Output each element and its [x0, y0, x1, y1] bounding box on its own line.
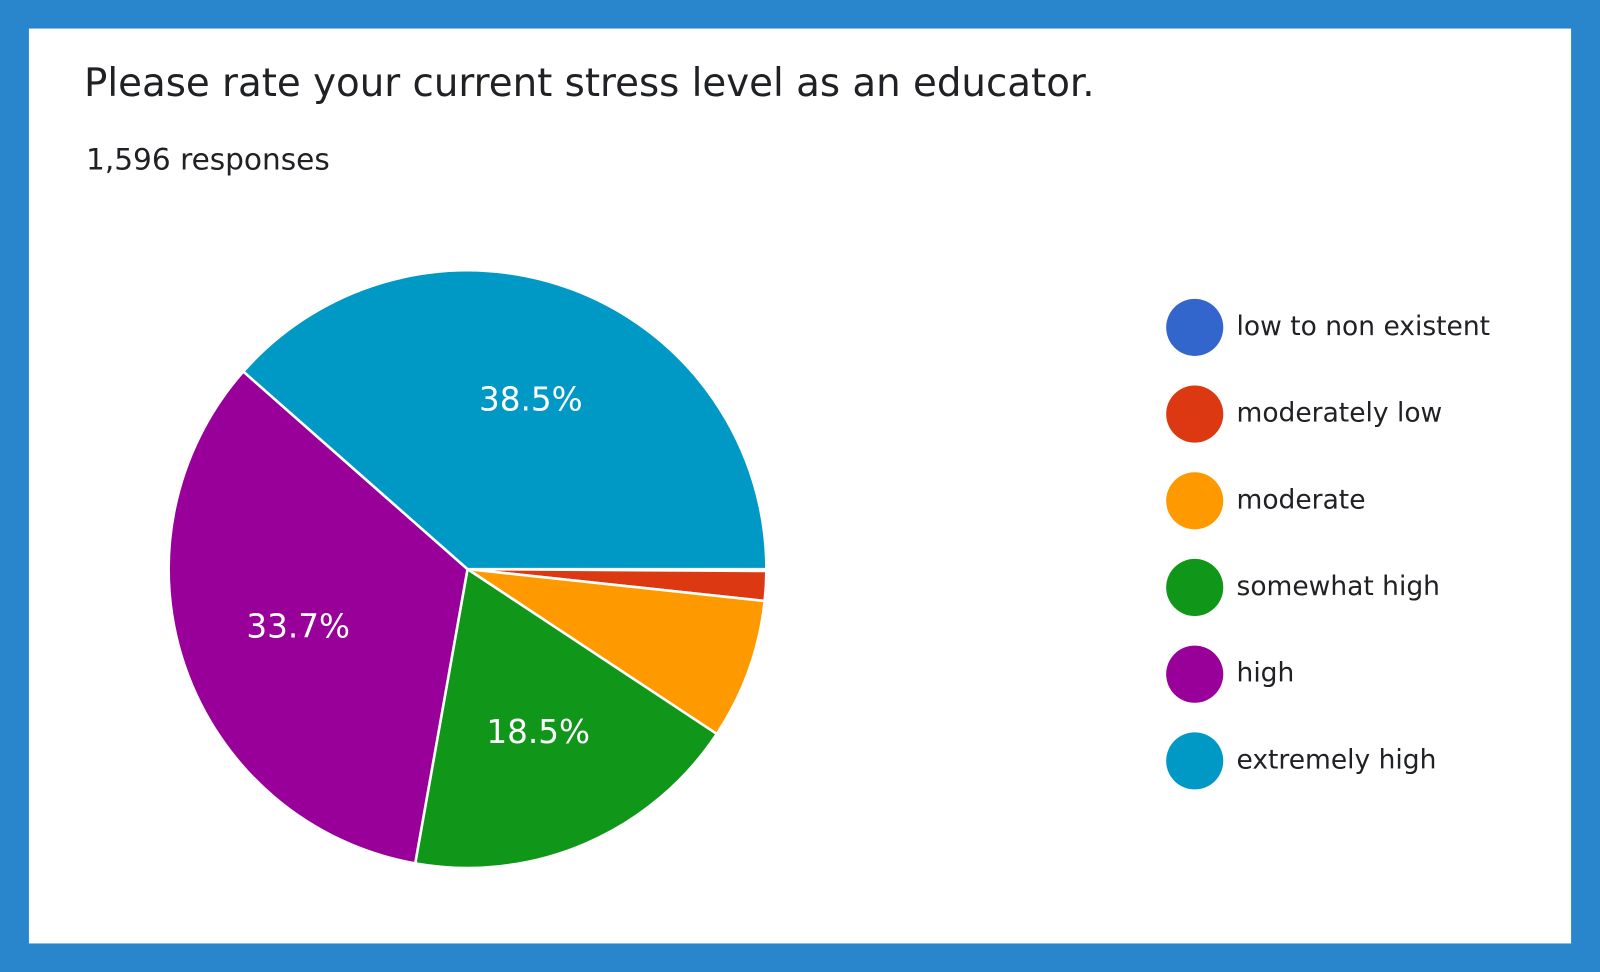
- legend-swatch: [1166, 385, 1224, 443]
- slice-label: 18.5%: [486, 713, 590, 751]
- pie-slice: [241, 269, 768, 571]
- pie-slice: [466, 567, 767, 736]
- pie: 18.5% 33.7% 38.5%: [167, 269, 768, 870]
- chart-subtitle: 1,596 responses: [86, 143, 330, 177]
- legend: low to non existent moderately low moderat…: [1166, 298, 1491, 790]
- legend-label: high: [1237, 658, 1295, 689]
- pie-slice: [167, 369, 469, 865]
- slice-label: 38.5%: [479, 380, 583, 418]
- legend-swatch: [1166, 472, 1224, 530]
- legend-swatch: [1166, 645, 1224, 703]
- slice-label: 33.7%: [246, 607, 350, 645]
- chart-title: Please rate your current stress level as…: [84, 61, 1095, 106]
- legend-swatch: [1166, 558, 1224, 617]
- legend-label: somewhat high: [1237, 571, 1440, 602]
- legend-swatch: [1166, 732, 1224, 790]
- legend-label: low to non existent: [1237, 311, 1491, 342]
- legend-label: extremely high: [1237, 744, 1437, 775]
- legend-label: moderate: [1237, 484, 1366, 515]
- legend-label: moderately low: [1237, 398, 1443, 429]
- pie-slice: [413, 566, 719, 870]
- legend-swatch: [1166, 298, 1224, 356]
